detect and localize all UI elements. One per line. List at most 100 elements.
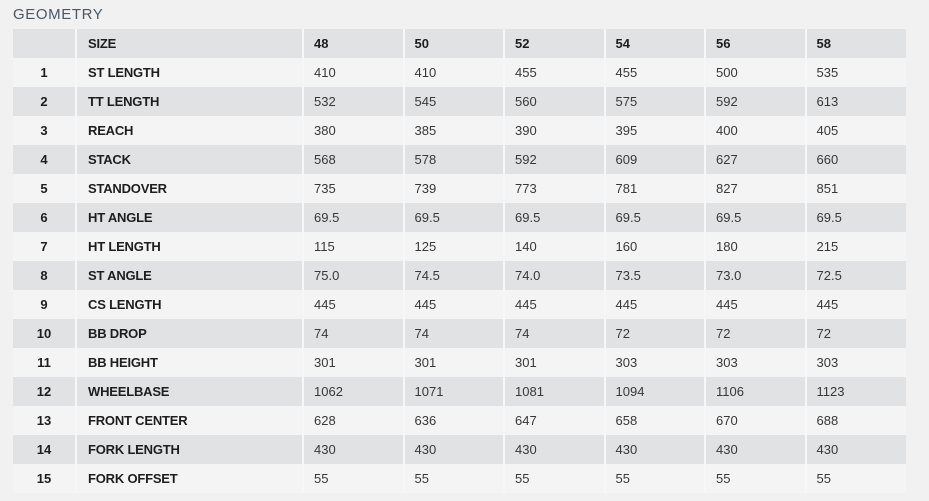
row-number: 1 bbox=[40, 65, 48, 80]
row-label: BB HEIGHT bbox=[75, 348, 303, 377]
value-cell: 303 bbox=[603, 348, 705, 377]
value-cell: 69.5 bbox=[704, 203, 806, 232]
value-cell: 545 bbox=[402, 87, 504, 116]
row-label: FORK LENGTH bbox=[75, 435, 303, 464]
value-cell: 851 bbox=[804, 174, 906, 203]
row-number: 11 bbox=[37, 355, 51, 370]
row-number: 12 bbox=[36, 384, 52, 399]
table-row: 4 STACK 568 578 592 609 627 660 bbox=[13, 145, 906, 174]
table-row: 14 FORK LENGTH 430 430 430 430 430 430 bbox=[13, 435, 906, 464]
header-size-cell: 58 bbox=[804, 29, 906, 58]
value-cell: 430 bbox=[402, 435, 504, 464]
value-cell: 69.5 bbox=[804, 203, 906, 232]
value-cell: 592 bbox=[704, 87, 806, 116]
value-cell: 445 bbox=[704, 290, 806, 319]
row-label: FORK OFFSET bbox=[75, 464, 303, 493]
value-cell: 55 bbox=[503, 464, 605, 493]
value-cell: 55 bbox=[603, 464, 705, 493]
header-row: SIZE 48 50 52 54 56 58 bbox=[13, 29, 906, 58]
value-cell: 74 bbox=[302, 319, 404, 348]
value-cell: 430 bbox=[302, 435, 404, 464]
table-row: 7 HT LENGTH 115 125 140 160 180 215 bbox=[13, 232, 906, 261]
value-cell: 69.5 bbox=[503, 203, 605, 232]
row-number: 7 bbox=[40, 239, 48, 254]
table-header: SIZE 48 50 52 54 56 58 bbox=[13, 29, 906, 58]
value-cell: 592 bbox=[503, 145, 605, 174]
header-size-cell: 50 bbox=[402, 29, 504, 58]
value-cell: 55 bbox=[804, 464, 906, 493]
value-cell: 55 bbox=[402, 464, 504, 493]
row-number: 3 bbox=[40, 123, 48, 138]
value-cell: 74 bbox=[402, 319, 504, 348]
value-cell: 445 bbox=[402, 290, 504, 319]
value-cell: 72 bbox=[804, 319, 906, 348]
value-cell: 69.5 bbox=[302, 203, 404, 232]
table-row: 2 TT LENGTH 532 545 560 575 592 613 bbox=[13, 87, 906, 116]
value-cell: 575 bbox=[603, 87, 705, 116]
value-cell: 1062 bbox=[302, 377, 404, 406]
row-label: STACK bbox=[75, 145, 303, 174]
value-cell: 69.5 bbox=[603, 203, 705, 232]
table-row: 8 ST ANGLE 75.0 74.5 74.0 73.5 73.0 72.5 bbox=[13, 261, 906, 290]
value-cell: 215 bbox=[804, 232, 906, 261]
value-cell: 445 bbox=[302, 290, 404, 319]
table-row: 3 REACH 380 385 390 395 400 405 bbox=[13, 116, 906, 145]
row-number: 14 bbox=[36, 442, 52, 457]
row-label: ST LENGTH bbox=[75, 58, 303, 87]
value-cell: 55 bbox=[302, 464, 404, 493]
value-cell: 688 bbox=[804, 406, 906, 435]
value-cell: 578 bbox=[402, 145, 504, 174]
value-cell: 660 bbox=[804, 145, 906, 174]
value-cell: 1081 bbox=[503, 377, 605, 406]
row-number: 5 bbox=[40, 181, 48, 196]
table-row: 5 STANDOVER 735 739 773 781 827 851 bbox=[13, 174, 906, 203]
row-label: HT LENGTH bbox=[75, 232, 303, 261]
value-cell: 445 bbox=[804, 290, 906, 319]
value-cell: 1071 bbox=[402, 377, 504, 406]
row-number: 13 bbox=[36, 413, 52, 428]
row-label: TT LENGTH bbox=[75, 87, 303, 116]
page-title: GEOMETRY bbox=[13, 6, 104, 23]
value-cell: 160 bbox=[603, 232, 705, 261]
value-cell: 636 bbox=[402, 406, 504, 435]
value-cell: 303 bbox=[804, 348, 906, 377]
value-cell: 1123 bbox=[804, 377, 906, 406]
value-cell: 658 bbox=[603, 406, 705, 435]
row-label: CS LENGTH bbox=[75, 290, 303, 319]
value-cell: 535 bbox=[804, 58, 906, 87]
value-cell: 430 bbox=[804, 435, 906, 464]
value-cell: 301 bbox=[402, 348, 504, 377]
value-cell: 430 bbox=[704, 435, 806, 464]
value-cell: 430 bbox=[603, 435, 705, 464]
header-size-cell: 56 bbox=[704, 29, 806, 58]
value-cell: 74.5 bbox=[402, 261, 504, 290]
value-cell: 303 bbox=[704, 348, 806, 377]
value-cell: 568 bbox=[302, 145, 404, 174]
value-cell: 72 bbox=[704, 319, 806, 348]
value-cell: 74.0 bbox=[503, 261, 605, 290]
value-cell: 430 bbox=[503, 435, 605, 464]
value-cell: 445 bbox=[503, 290, 605, 319]
value-cell: 410 bbox=[402, 58, 504, 87]
row-label: FRONT CENTER bbox=[75, 406, 303, 435]
value-cell: 405 bbox=[804, 116, 906, 145]
row-number: 6 bbox=[40, 210, 48, 225]
row-label: REACH bbox=[75, 116, 303, 145]
value-cell: 455 bbox=[503, 58, 605, 87]
table-row: 12 WHEELBASE 1062 1071 1081 1094 1106 1123 bbox=[13, 377, 906, 406]
table-row: 1 ST LENGTH 410 410 455 455 500 535 bbox=[13, 58, 906, 87]
value-cell: 380 bbox=[302, 116, 404, 145]
value-cell: 73.5 bbox=[603, 261, 705, 290]
row-number: 10 bbox=[36, 326, 52, 341]
header-empty-cell bbox=[13, 29, 76, 58]
header-size-cell: 54 bbox=[603, 29, 705, 58]
value-cell: 180 bbox=[704, 232, 806, 261]
value-cell: 69.5 bbox=[402, 203, 504, 232]
value-cell: 385 bbox=[402, 116, 504, 145]
row-number: 15 bbox=[36, 471, 52, 486]
value-cell: 532 bbox=[302, 87, 404, 116]
value-cell: 1106 bbox=[704, 377, 806, 406]
value-cell: 301 bbox=[302, 348, 404, 377]
table-row: 6 HT ANGLE 69.5 69.5 69.5 69.5 69.5 69.5 bbox=[13, 203, 906, 232]
row-label: WHEELBASE bbox=[75, 377, 303, 406]
